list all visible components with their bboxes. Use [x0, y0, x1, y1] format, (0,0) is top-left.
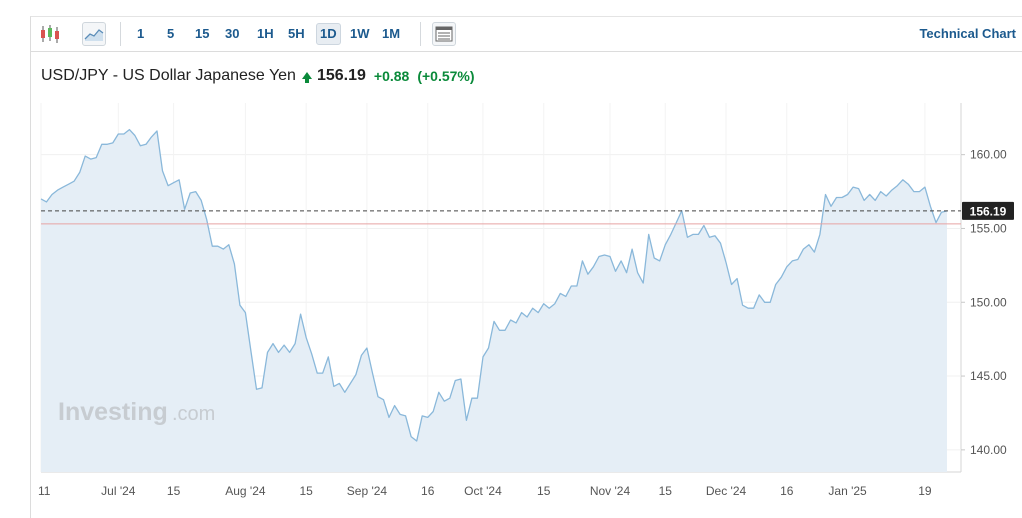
x-tick-label: Oct '24: [464, 484, 502, 498]
price-line[interactable]: [40, 128, 948, 442]
toolbar-separator: [420, 22, 421, 46]
timeframe-15[interactable]: 15: [195, 26, 210, 41]
x-tick-label: 11: [38, 484, 51, 498]
x-tick-label: Nov '24: [590, 484, 631, 498]
area-chart-icon[interactable]: [82, 22, 106, 46]
x-tick-label: 19: [918, 484, 932, 498]
price-change-percent: (+0.57%): [417, 68, 475, 84]
x-tick-label: 15: [537, 484, 551, 498]
instrument-header: USD/JPY - US Dollar Japanese Yen 156.19 …: [41, 65, 475, 87]
last-price-label: 156.19: [970, 204, 1007, 218]
last-price-tag: [962, 201, 1014, 220]
price-change: +0.88: [373, 68, 410, 84]
chart-toolbar: 1 5 15 30 1H 5H 1D 1W 1M Technical Chart: [30, 16, 1022, 52]
x-tick-label: 16: [421, 484, 435, 498]
x-tick-label: 16: [780, 484, 794, 498]
x-tick-label: Aug '24: [225, 484, 266, 498]
x-tick-label: 15: [659, 484, 673, 498]
y-tick-label: 145.00: [970, 369, 1007, 383]
instrument-title: USD/JPY - US Dollar Japanese Yen: [41, 67, 296, 84]
technical-chart-link[interactable]: Technical Chart: [919, 26, 1016, 41]
toolbar-separator: [120, 22, 121, 46]
x-tick-label: 15: [167, 484, 181, 498]
last-price: 156.19: [316, 67, 366, 84]
arrow-up-icon: [301, 71, 312, 83]
y-tick-label: 150.00: [970, 295, 1007, 309]
x-tick-label: Dec '24: [706, 484, 747, 498]
timeframe-1m[interactable]: 1M: [382, 26, 401, 41]
y-tick-label: 140.00: [970, 443, 1007, 457]
candlestick-icon[interactable]: [38, 22, 62, 46]
price-area-fill: [41, 129, 947, 472]
timeframe-5h[interactable]: 5H: [288, 26, 305, 41]
y-tick-label: 160.00: [970, 148, 1007, 162]
y-tick-label: 155.00: [970, 221, 1007, 235]
timeframe-1d[interactable]: 1D: [316, 23, 341, 45]
table-view-icon[interactable]: [432, 22, 456, 46]
timeframe-1[interactable]: 1: [137, 26, 145, 41]
timeframe-1w[interactable]: 1W: [350, 26, 370, 41]
x-tick-label: Jan '25: [828, 484, 867, 498]
investing-watermark: Investing: [58, 398, 168, 426]
investing-watermark-suffix: .com: [172, 403, 215, 425]
timeframe-5[interactable]: 5: [167, 26, 175, 41]
x-tick-label: Jul '24: [101, 484, 136, 498]
timeframe-30[interactable]: 30: [225, 26, 240, 41]
x-tick-label: Sep '24: [347, 484, 388, 498]
timeframe-1h[interactable]: 1H: [257, 26, 274, 41]
chart-frame: [30, 16, 1022, 518]
x-tick-label: 15: [299, 484, 313, 498]
